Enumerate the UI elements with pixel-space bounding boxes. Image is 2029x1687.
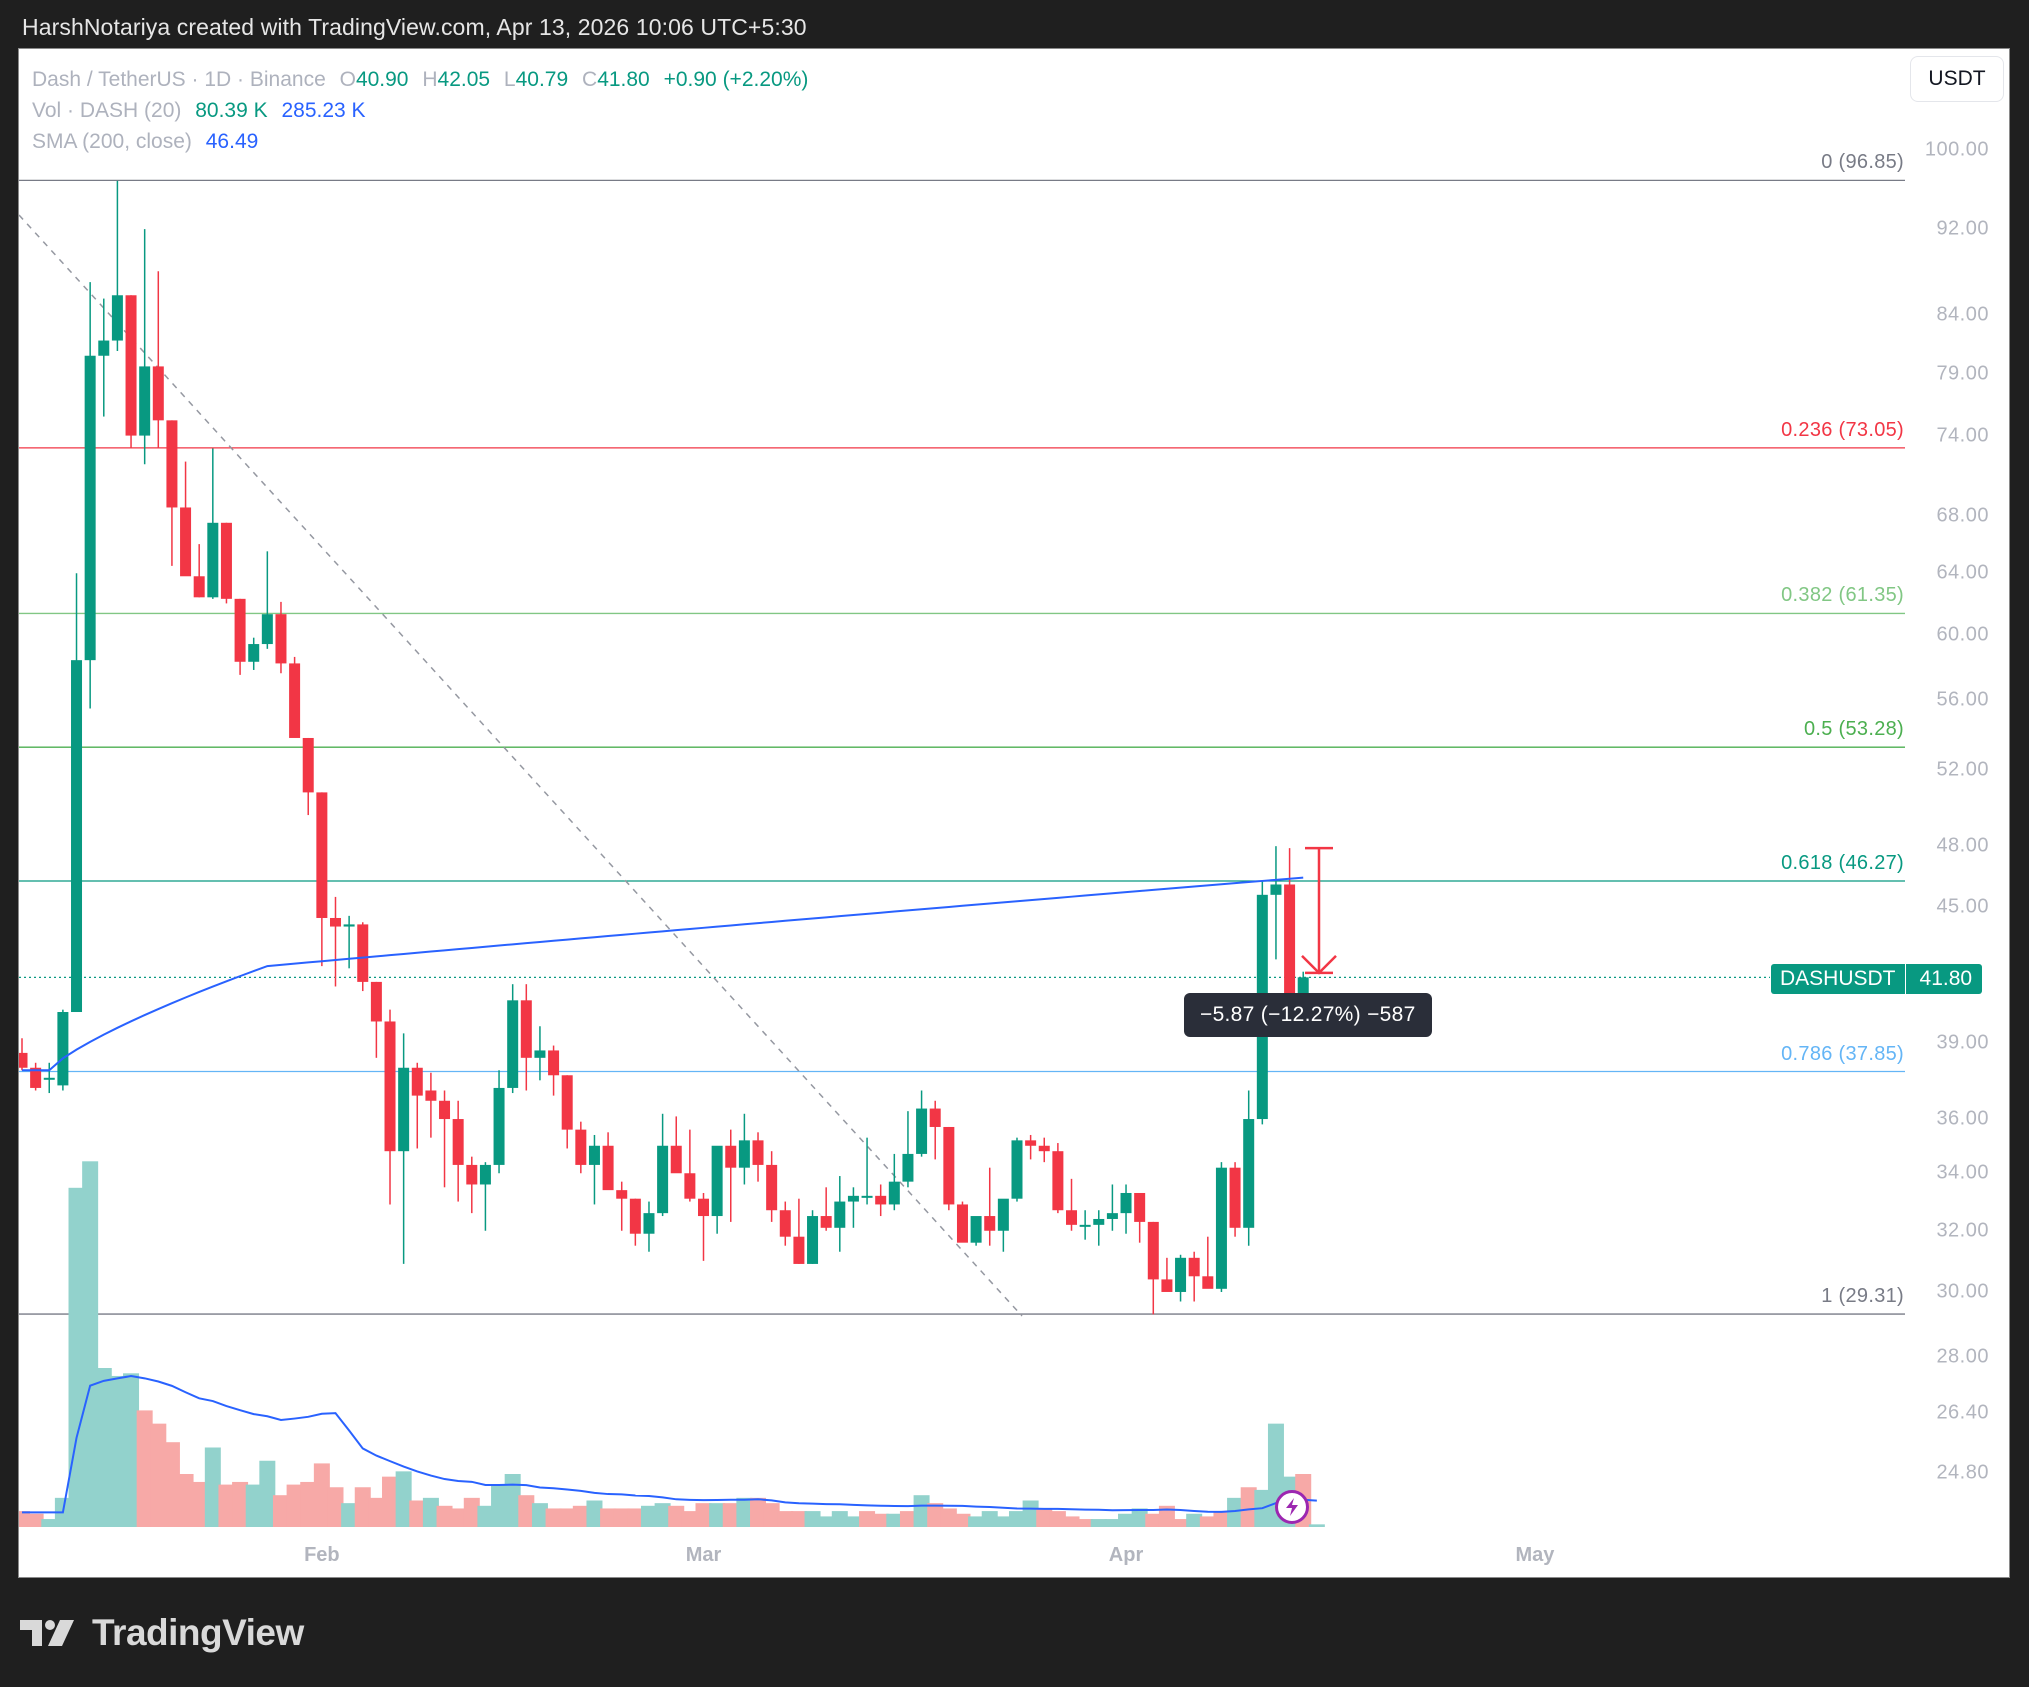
price-axis-tick: 39.00 (1936, 1031, 1989, 1054)
fib-level-label: 1 (29.31) (1821, 1285, 1904, 1308)
fib-level-label: 0.786 (37.85) (1781, 1042, 1904, 1065)
price-axis-tick: 28.00 (1936, 1345, 1989, 1368)
time-axis-tick: Feb (304, 1544, 340, 1566)
bolt-glyph (1286, 1498, 1298, 1516)
close-value: 41.80 (597, 68, 650, 91)
volume-ma-value: 285.23 K (281, 99, 366, 122)
volume-label: Vol · DASH (20) (32, 99, 182, 122)
fib-level-label: 0.618 (46.27) (1781, 851, 1904, 874)
lightning-icon[interactable] (1275, 1490, 1309, 1524)
measure-tooltip: −5.87 (−12.27%) −587 (1184, 993, 1432, 1037)
legend-symbol-row[interactable]: Dash / TetherUS · 1D · Binance O40.90 H4… (32, 68, 809, 91)
sma-value: 46.49 (205, 130, 259, 153)
symbol-description: Dash / TetherUS · 1D · Binance (32, 68, 326, 91)
fib-level-label: 0.236 (73.05) (1781, 418, 1904, 441)
low-value: 40.79 (515, 68, 569, 91)
currency-button[interactable]: USDT (1910, 56, 2004, 102)
price-axis-tick: 26.40 (1936, 1401, 1989, 1424)
price-axis-tick: 24.80 (1936, 1461, 1989, 1484)
price-axis-tick: 30.00 (1936, 1280, 1989, 1303)
price-tag-value: 41.80 (1904, 964, 1983, 994)
price-axis-tick: 68.00 (1936, 504, 1989, 527)
fib-level-label: 0.5 (53.28) (1803, 718, 1904, 741)
price-axis-tick: 45.00 (1936, 895, 1989, 918)
logo-text: TradingView (92, 1612, 304, 1653)
legend-volume-row[interactable]: Vol · DASH (20) 80.39 K 285.23 K (32, 95, 808, 126)
price-tag-symbol: DASHUSDT (1771, 964, 1905, 994)
price-axis-tick: 60.00 (1936, 623, 1989, 646)
fib-level-label: 0 (96.85) (1821, 151, 1904, 174)
sma-label: SMA (200, close) (32, 130, 192, 153)
price-axis-tick: 56.00 (1936, 688, 1989, 711)
price-axis-tick: 74.00 (1936, 424, 1989, 447)
legend-sma-row[interactable]: SMA (200, close) 46.49 (32, 126, 808, 157)
price-axis-tick: 34.00 (1936, 1161, 1989, 1184)
time-axis-tick: Apr (1108, 1544, 1144, 1566)
tradingview-logo-icon (20, 1620, 74, 1646)
price-axis-tick: 32.00 (1936, 1219, 1989, 1242)
price-axis-tick: 100.00 (1924, 138, 1989, 161)
price-axis-tick: 52.00 (1936, 758, 1989, 781)
price-axis-tick: 36.00 (1936, 1107, 1989, 1130)
time-axis-tick: May (1515, 1544, 1555, 1566)
change-value: +0.90 (+2.20%) (663, 68, 809, 91)
price-axis-tick: 79.00 (1936, 362, 1989, 385)
open-value: 40.90 (355, 68, 409, 91)
chart-frame[interactable] (18, 48, 2010, 1578)
price-axis-tick: 64.00 (1936, 561, 1989, 584)
chart-legend: Dash / TetherUS · 1D · Binance O40.90 H4… (32, 64, 808, 157)
last-price-tag: DASHUSDT 41.80 (1771, 964, 1983, 994)
chart-credit: HarshNotariya created with TradingView.c… (22, 14, 807, 40)
fib-level-label: 0.382 (61.35) (1781, 584, 1904, 607)
price-axis-tick: 92.00 (1936, 217, 1989, 240)
high-value: 42.05 (437, 68, 491, 91)
time-axis-tick: Mar (685, 1544, 722, 1566)
volume-value: 80.39 K (195, 99, 268, 122)
price-axis-tick: 84.00 (1936, 303, 1989, 326)
price-axis-tick: 48.00 (1936, 834, 1989, 857)
tradingview-logo[interactable]: TradingView (20, 1612, 304, 1654)
